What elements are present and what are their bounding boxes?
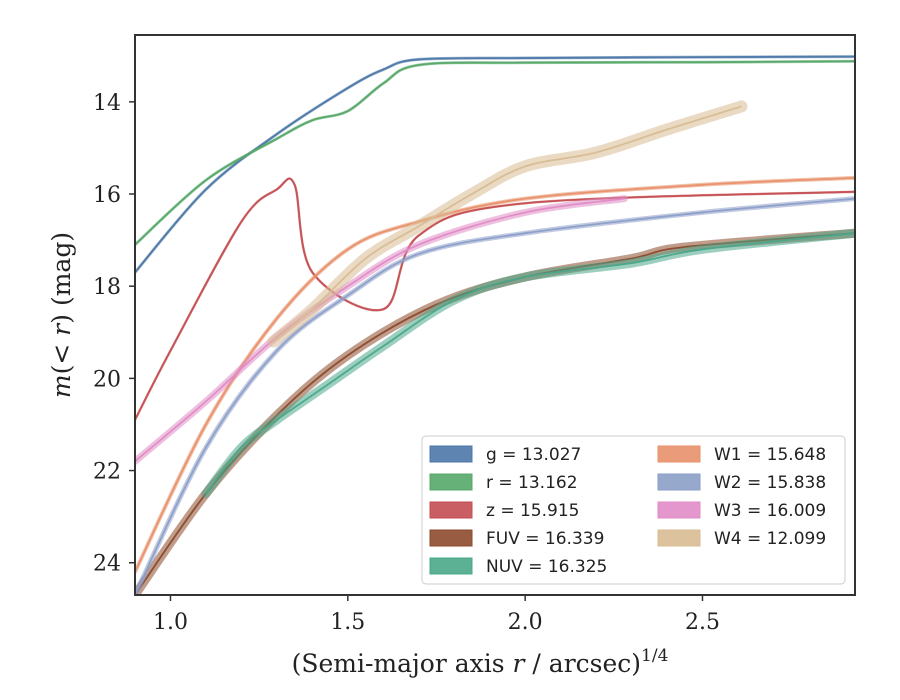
y-tick-label: 20: [93, 367, 121, 392]
legend-label-w3: W3 = 16.009: [714, 501, 826, 521]
legend-box: [421, 435, 846, 585]
legend-swatch-nuv: [429, 557, 473, 575]
x-axis-label: (Semi-major axis r / arcsec)1/4: [292, 646, 669, 678]
legend-swatch-z: [429, 501, 473, 519]
legend-swatch-fuv: [429, 529, 473, 547]
series-w2-line: [135, 197, 855, 595]
y-tick-label: 14: [93, 91, 121, 116]
y-tick-label: 24: [93, 552, 121, 577]
x-tick-label: 1.5: [330, 610, 365, 635]
legend-label-r: r = 13.162: [486, 473, 578, 493]
y-tick-label: 22: [93, 460, 121, 485]
plot-area: [135, 55, 855, 595]
legend-swatch-w2: [657, 473, 701, 491]
legend-swatch-w1: [657, 445, 701, 463]
legend-label-w2: W2 = 15.838: [714, 473, 826, 493]
legend-swatch-w3: [657, 501, 701, 519]
legend-label-g: g = 13.027: [486, 445, 581, 465]
plot-frame: [134, 34, 856, 596]
legend-label-w4: W4 = 12.099: [714, 529, 826, 549]
legend-label-w1: W1 = 15.648: [714, 445, 826, 465]
legend-swatch-w4: [657, 529, 701, 547]
x-axis-ticks: 1.0 1.5 2.0 2.5: [153, 595, 720, 635]
legend-swatch-r: [429, 473, 473, 491]
x-tick-label: 1.0: [153, 610, 188, 635]
x-tick-label: 2.5: [685, 610, 720, 635]
legend-label-fuv: FUV = 16.339: [486, 529, 604, 549]
legend-label-z: z = 15.915: [486, 501, 579, 521]
y-axis-label: m(< r) (mag): [47, 232, 76, 398]
x-tick-label: 2.0: [508, 610, 543, 635]
legend-label-nuv: NUV = 16.325: [486, 557, 607, 577]
series-g-line: [135, 55, 855, 273]
legend-swatch-g: [429, 445, 473, 463]
y-axis-ticks: 14 16 18 20 22 24: [93, 91, 135, 577]
series-r-line: [135, 60, 855, 246]
series-w1-line: [135, 176, 855, 573]
series-nuv-line: [205, 232, 855, 495]
y-tick-label: 16: [93, 183, 121, 208]
y-tick-label: 18: [93, 275, 121, 300]
series-w3-line: [135, 197, 625, 463]
series-w4-line: [272, 105, 742, 343]
legend: g = 13.027 r = 13.162 z = 15.915 FUV = 16.3…: [421, 435, 846, 585]
series-z-line: [135, 177, 855, 421]
